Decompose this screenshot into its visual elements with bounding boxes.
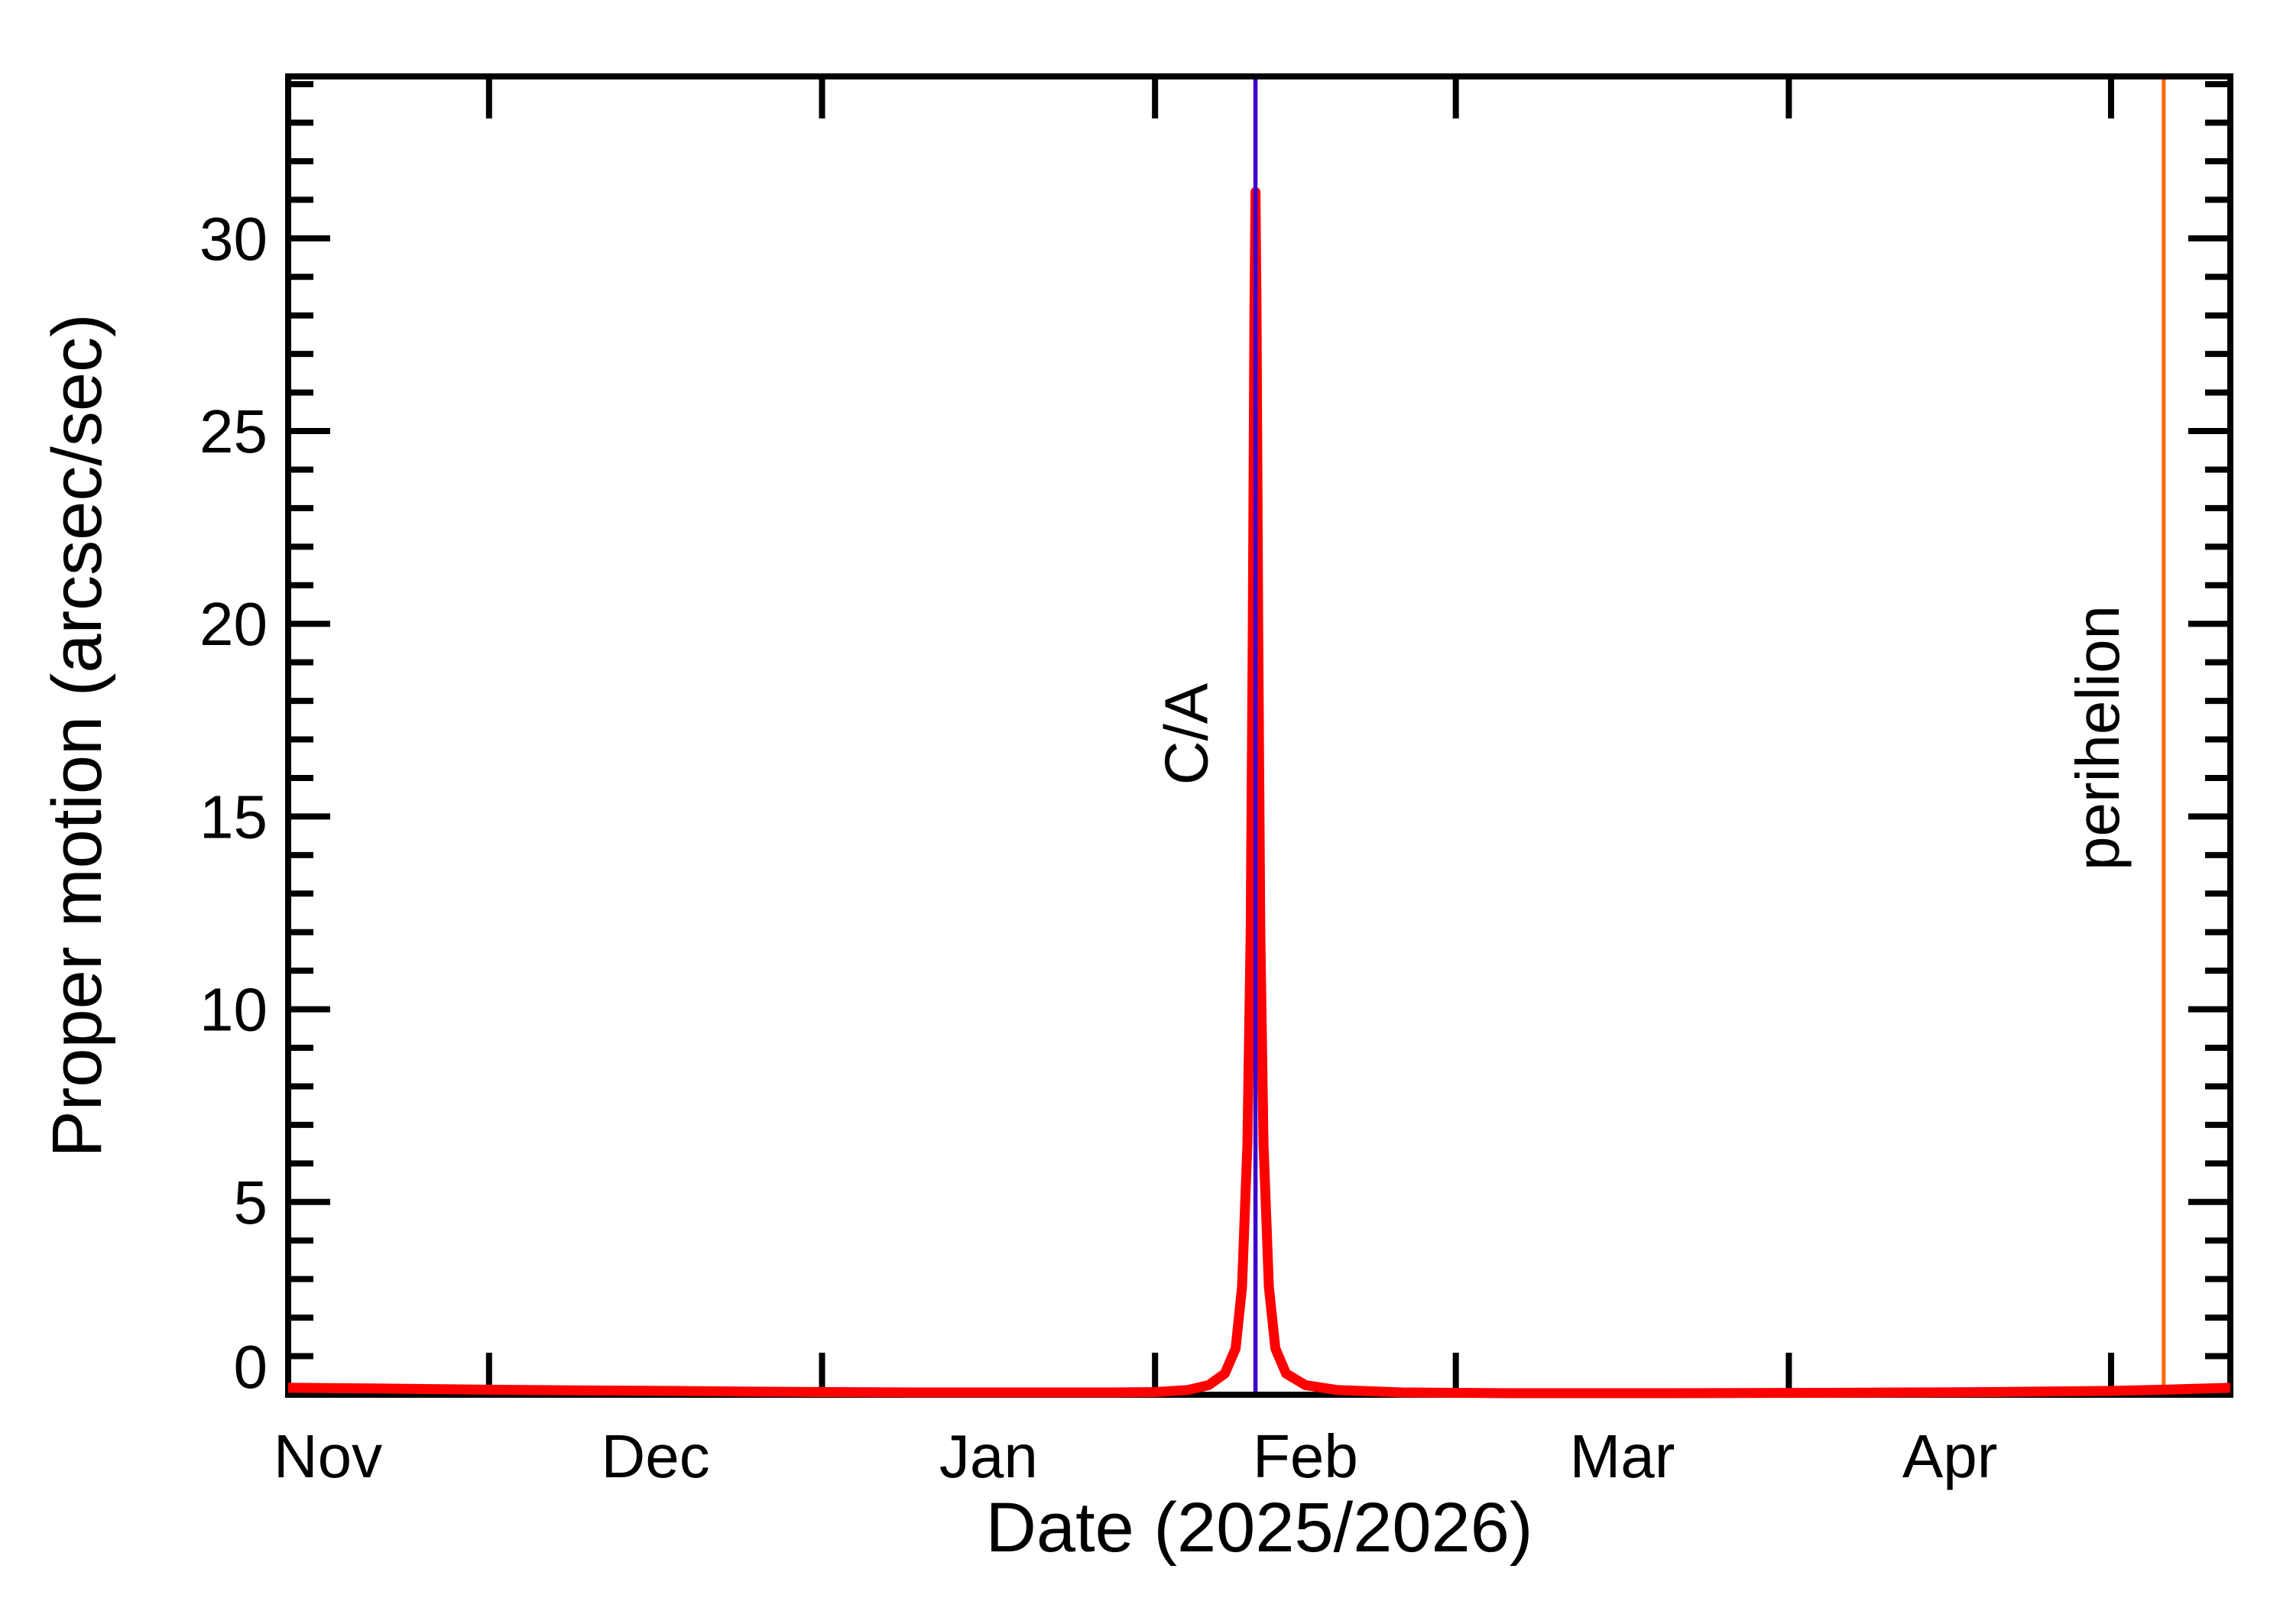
plot-box (285, 73, 2233, 1398)
y-tick-label: 5 (234, 1169, 268, 1237)
y-tick-label: 15 (199, 783, 268, 851)
y-tick-label: 25 (199, 397, 268, 465)
y-axis-label: Proper motion (arcsec/sec) (38, 313, 116, 1157)
close-approach-label: C/A (1153, 682, 1221, 785)
x-tick-label-dec: Dec (602, 1422, 710, 1490)
y-tick-label: 10 (199, 976, 268, 1044)
x-tick-label-jan: Jan (939, 1422, 1038, 1490)
y-tick-label: 20 (199, 590, 268, 658)
y-tick-label: 30 (199, 205, 268, 273)
x-tick-label-nov: Nov (274, 1422, 382, 1490)
x-tick-label-feb: Feb (1253, 1422, 1358, 1490)
x-tick-label-mar: Mar (1570, 1422, 1675, 1490)
y-tick-label: 0 (234, 1333, 268, 1401)
perihelion-label: perihelion (2064, 605, 2132, 870)
x-tick-label-apr: Apr (1902, 1422, 1998, 1490)
x-axis-label: Date (2025/2026) (985, 1489, 1532, 1567)
